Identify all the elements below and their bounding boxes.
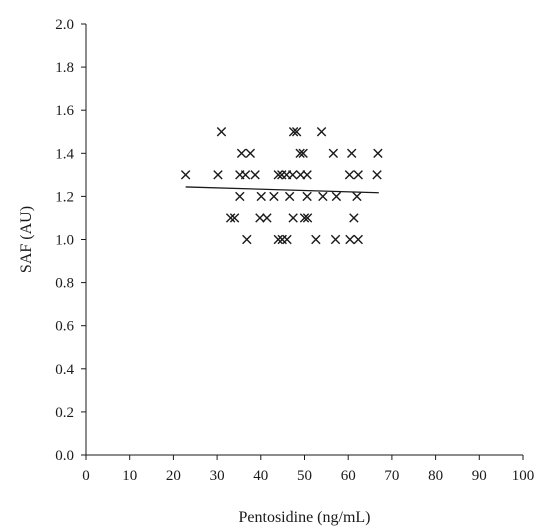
- data-point: [284, 191, 295, 202]
- trend-line: [185, 186, 379, 194]
- data-point: [299, 213, 310, 223]
- ticks-layer: 0.0 0.2 0.4 0.6 0.8 1.0 1.2 1.4 1.6 1.8 2.0 0 10 20 30…: [55, 17, 534, 484]
- data-point: [225, 213, 236, 223]
- data-point: [291, 127, 302, 137]
- data-point: [282, 234, 292, 245]
- y-tick-label: 1.4: [55, 146, 74, 162]
- y-tick-label: 0.4: [55, 362, 74, 378]
- data-point: [316, 127, 327, 137]
- data-point: [256, 191, 266, 202]
- data-point: [250, 170, 260, 180]
- data-point: [245, 148, 256, 158]
- x-tick-label: 80: [428, 468, 443, 484]
- y-tick-label: 0.2: [55, 405, 74, 421]
- x-tick-label: 30: [210, 468, 225, 484]
- y-axis-title: SAF (AU): [18, 206, 35, 273]
- y-tick-label: 0.8: [55, 276, 74, 292]
- points-layer: [180, 127, 383, 245]
- data-point: [229, 213, 240, 223]
- data-point: [216, 127, 227, 137]
- data-point: [302, 170, 312, 180]
- data-point: [373, 148, 383, 158]
- data-point: [288, 170, 298, 180]
- data-point: [298, 148, 308, 158]
- data-point: [288, 213, 298, 223]
- data-point: [330, 234, 341, 245]
- data-point: [295, 148, 305, 158]
- data-point: [352, 191, 362, 202]
- y-tick-label: 1.8: [55, 60, 74, 76]
- data-point: [302, 213, 313, 223]
- x-tick-label: 40: [253, 468, 268, 484]
- data-point: [273, 234, 283, 245]
- data-point: [269, 191, 279, 202]
- data-point: [311, 234, 321, 245]
- data-point: [273, 170, 283, 180]
- x-tick-label: 0: [82, 468, 90, 484]
- data-point: [242, 234, 252, 245]
- x-tick-label: 10: [122, 468, 137, 484]
- data-point: [262, 213, 272, 223]
- data-point: [288, 127, 299, 137]
- data-point: [235, 191, 245, 202]
- data-point: [344, 170, 355, 180]
- y-tick-label: 1.2: [55, 189, 74, 205]
- data-point: [347, 148, 357, 158]
- x-tick-label: 60: [341, 468, 356, 484]
- data-point: [240, 170, 251, 180]
- y-tick-label: 0.6: [55, 319, 74, 335]
- data-point: [318, 191, 328, 202]
- data-point: [353, 234, 363, 245]
- data-point: [277, 234, 287, 245]
- x-tick-label: 70: [384, 468, 399, 484]
- data-point: [328, 148, 339, 158]
- data-point: [345, 234, 355, 245]
- x-axis-title: Pentosidine (ng/mL): [239, 509, 371, 526]
- data-point: [331, 191, 342, 202]
- x-tick-label: 50: [297, 468, 312, 484]
- y-tick-label: 1.0: [55, 233, 74, 249]
- x-tick-label: 90: [472, 468, 487, 484]
- data-point: [353, 170, 363, 180]
- y-tick-label: 0.0: [55, 448, 74, 464]
- y-tick-label: 2.0: [55, 17, 74, 33]
- x-tick-label: 20: [166, 468, 181, 484]
- data-point: [255, 213, 265, 223]
- data-point: [213, 170, 223, 180]
- data-point: [180, 170, 191, 180]
- data-point: [349, 213, 359, 223]
- data-point: [302, 191, 312, 202]
- data-point: [372, 170, 382, 180]
- y-tick-label: 1.6: [55, 103, 74, 119]
- data-point: [236, 148, 247, 158]
- x-tick-label: 100: [512, 468, 535, 484]
